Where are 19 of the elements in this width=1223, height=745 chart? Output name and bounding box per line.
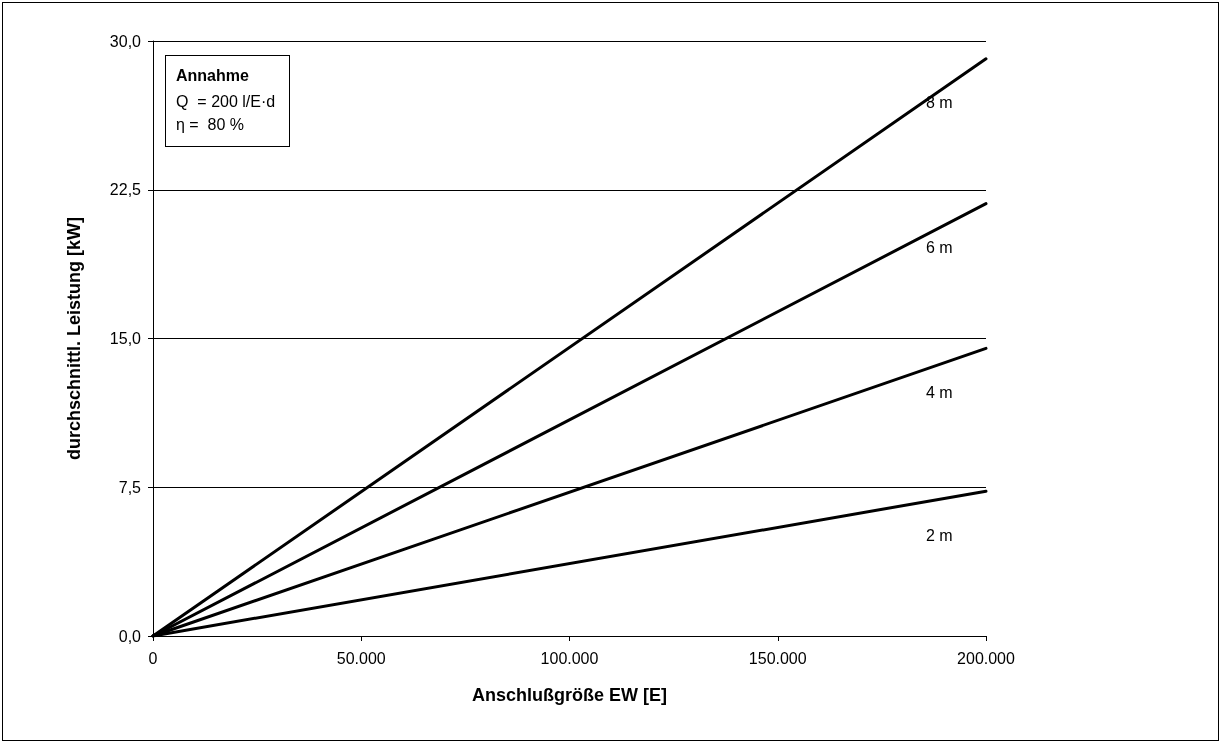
annotation: Annahme <box>176 66 250 86</box>
note-box: Annahme Q = 200 l/E·d η = 80 % <box>165 55 291 147</box>
x-tick-label: 200.000 <box>957 649 1016 667</box>
series-label: 4 m <box>926 383 953 401</box>
y-tick-label: 7,5 <box>118 478 142 496</box>
y-tick-label: 30,0 <box>109 32 142 50</box>
x-tick-label: 100.000 <box>540 649 599 667</box>
annotation: η = 80 % <box>176 115 246 135</box>
y-tick-label: 15,0 <box>109 330 142 347</box>
y-tick-label: 0,0 <box>118 627 142 645</box>
x-tick-label: 0 <box>148 649 158 667</box>
y-tick-label: 22,5 <box>109 181 142 199</box>
x-tick-label: 50.000 <box>336 649 386 667</box>
x-axis-title: Anschlußgröße EW [E] <box>472 685 667 705</box>
series-label: 6 m <box>926 239 953 257</box>
x-tick-label: 150.000 <box>748 649 807 667</box>
annotation: Q = 200 l/E·d <box>176 92 276 112</box>
series-label: 2 m <box>926 526 953 544</box>
y-axis-title: durchschnittl. Leistung [kW] <box>64 217 84 460</box>
